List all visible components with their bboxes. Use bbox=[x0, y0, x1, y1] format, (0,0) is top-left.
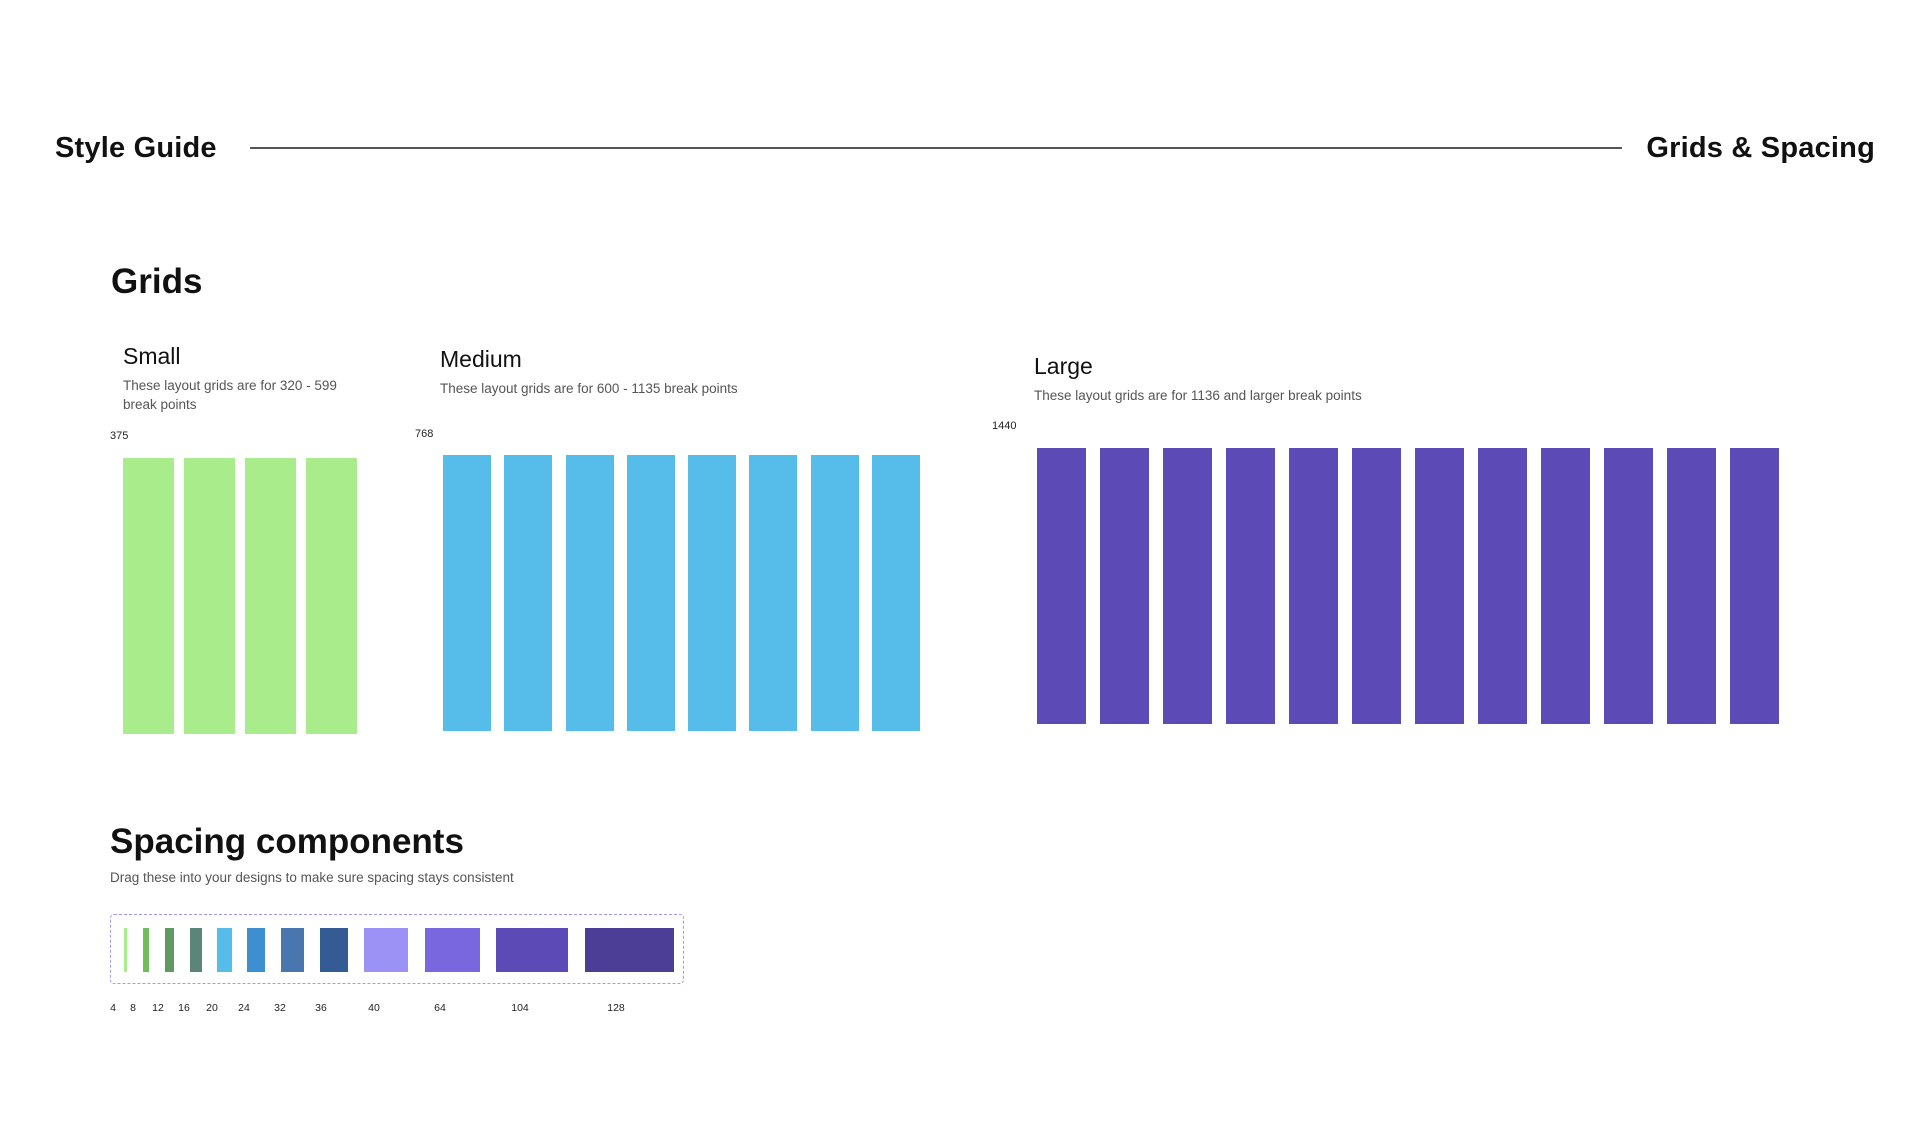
spacing-label-16: 16 bbox=[178, 1002, 190, 1014]
large-grid-column bbox=[1415, 448, 1464, 724]
medium-breakpoint-label: 768 bbox=[415, 428, 434, 440]
spacing-label-20: 20 bbox=[206, 1002, 218, 1014]
small-grid-column bbox=[184, 458, 235, 734]
spacing-swatch-20[interactable] bbox=[217, 928, 232, 972]
grids-heading: Grids bbox=[111, 262, 203, 301]
medium-grid-column bbox=[443, 455, 491, 731]
medium-grid-column bbox=[871, 455, 920, 731]
spacing-swatch-40[interactable] bbox=[364, 928, 408, 972]
small-grid-column bbox=[245, 458, 296, 734]
spacing-label-24: 24 bbox=[238, 1002, 250, 1014]
large-breakpoint-label: 1440 bbox=[992, 420, 1017, 432]
large-grid-title: Large bbox=[1034, 353, 1093, 379]
spacing-swatch-36[interactable] bbox=[320, 928, 348, 972]
large-grid-column bbox=[1163, 448, 1212, 724]
spacing-label-64: 64 bbox=[434, 1002, 446, 1014]
header-section-title: Grids & Spacing bbox=[1646, 132, 1875, 164]
small-grid-title: Small bbox=[123, 343, 181, 369]
spacing-components-container[interactable] bbox=[110, 914, 684, 984]
spacing-label-40: 40 bbox=[368, 1002, 380, 1014]
spacing-swatch-16[interactable] bbox=[190, 928, 202, 972]
medium-grid-column bbox=[810, 455, 859, 731]
spacing-label-104: 104 bbox=[511, 1002, 529, 1014]
header-divider bbox=[250, 147, 1622, 149]
spacing-swatch-8[interactable] bbox=[143, 928, 149, 972]
large-grid-column bbox=[1604, 448, 1653, 724]
spacing-swatch-24[interactable] bbox=[247, 928, 265, 972]
medium-grid-column bbox=[688, 455, 736, 731]
spacing-swatch-12[interactable] bbox=[165, 928, 174, 972]
small-breakpoint-label: 375 bbox=[110, 430, 129, 442]
spacing-swatch-64[interactable] bbox=[425, 928, 480, 972]
large-grid-column bbox=[1730, 448, 1779, 724]
spacing-swatch-128[interactable] bbox=[585, 928, 674, 972]
spacing-heading: Spacing components bbox=[110, 822, 464, 861]
spacing-label-128: 128 bbox=[607, 1002, 625, 1014]
spacing-swatch-32[interactable] bbox=[281, 928, 304, 972]
small-grid-column bbox=[123, 458, 174, 734]
spacing-swatch-104[interactable] bbox=[496, 928, 568, 972]
spacing-label-4: 4 bbox=[110, 1002, 116, 1014]
medium-grid-description: These layout grids are for 600 - 1135 br… bbox=[440, 381, 738, 396]
spacing-label-36: 36 bbox=[315, 1002, 327, 1014]
spacing-label-8: 8 bbox=[130, 1002, 136, 1014]
large-grid-column bbox=[1100, 448, 1149, 724]
large-grid-column bbox=[1226, 448, 1275, 724]
medium-grid-column bbox=[504, 455, 553, 731]
large-grid-column bbox=[1541, 448, 1590, 724]
spacing-label-32: 32 bbox=[274, 1002, 286, 1014]
large-grid-column bbox=[1037, 448, 1086, 724]
large-grid-description: These layout grids are for 1136 and larg… bbox=[1034, 388, 1362, 403]
spacing-description: Drag these into your designs to make sur… bbox=[110, 870, 514, 885]
medium-grid-title: Medium bbox=[440, 346, 522, 372]
spacing-swatch-4[interactable] bbox=[124, 928, 127, 972]
large-grid-column bbox=[1478, 448, 1527, 724]
medium-grid-column bbox=[626, 455, 675, 731]
header-title: Style Guide bbox=[55, 132, 217, 164]
large-grid-column bbox=[1667, 448, 1716, 724]
large-grid-column bbox=[1352, 448, 1401, 724]
medium-grid-column bbox=[749, 455, 798, 731]
large-grid-column bbox=[1289, 448, 1338, 724]
medium-grid-column bbox=[565, 455, 614, 731]
small-grid-column bbox=[306, 458, 357, 734]
spacing-label-12: 12 bbox=[152, 1002, 164, 1014]
small-grid-description: These layout grids are for 320 - 599 bre… bbox=[123, 378, 337, 412]
